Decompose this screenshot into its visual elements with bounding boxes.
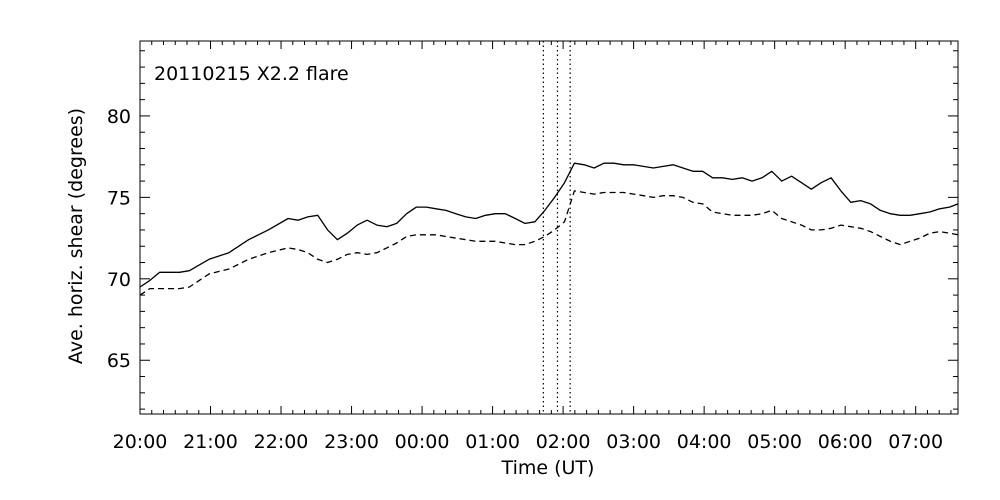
plot-frame	[139, 40, 959, 415]
y-tick-label: 70	[107, 269, 131, 291]
x-tick-label: 07:00	[888, 431, 943, 453]
dashed-shear-series-line	[139, 190, 959, 296]
axis-ticks-group: 20:00 21:00 22:00 23:00 00:00 01:00 02:00 03:00…	[107, 41, 958, 453]
data-series-group	[139, 162, 959, 296]
x-tick-label: 21:00	[183, 431, 238, 453]
x-axis-title: Time (UT)	[501, 457, 595, 479]
x-tick-label: 23:00	[324, 431, 379, 453]
solid-shear-series-line	[139, 162, 959, 288]
y-tick-label: 75	[107, 187, 131, 209]
x-tick-label: 20:00	[113, 431, 168, 453]
flare-time-markers	[542, 41, 571, 414]
x-tick-label: 22:00	[254, 431, 309, 453]
x-tick-label: 02:00	[536, 431, 591, 453]
x-tick-label: 05:00	[747, 431, 802, 453]
x-tick-label: 01:00	[465, 431, 520, 453]
x-tick-label: 04:00	[677, 431, 732, 453]
x-tick-label: 03:00	[606, 431, 661, 453]
y-tick-label: 80	[107, 106, 131, 128]
x-tick-label: 00:00	[395, 431, 450, 453]
chart-title: 20110215 X2.2 flare	[154, 63, 349, 85]
y-axis-title: Ave. horiz. shear (degrees)	[65, 108, 87, 364]
y-tick-label: 65	[107, 350, 131, 372]
x-tick-label: 06:00	[818, 431, 873, 453]
